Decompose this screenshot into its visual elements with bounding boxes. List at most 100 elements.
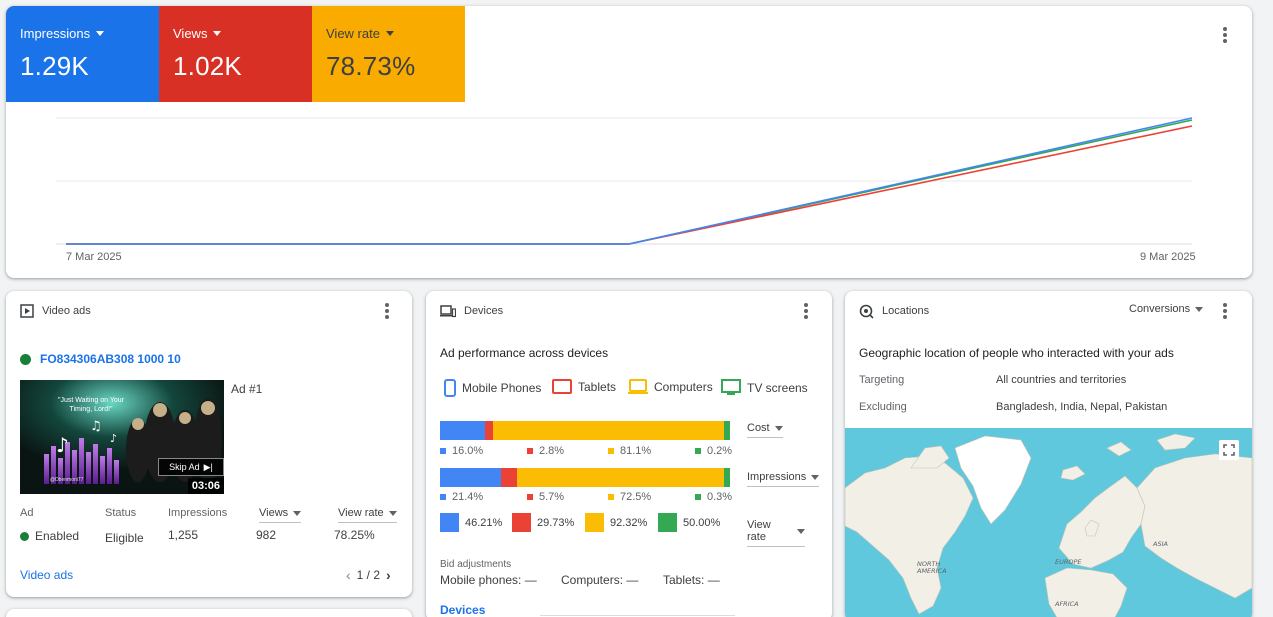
vr-tv-value: 50.00%	[683, 516, 721, 529]
mobile-phone-icon	[444, 379, 456, 397]
caret-down-icon	[96, 31, 105, 36]
ad-number: Ad #1	[231, 382, 263, 396]
tv-swatch	[695, 448, 701, 454]
view-rate-metric-dropdown[interactable]: View rate	[747, 519, 805, 547]
metric-tab-impressions[interactable]: Impressions 1.29K	[6, 6, 159, 102]
svg-text:♫: ♫	[90, 419, 102, 434]
computer-swatch	[608, 448, 614, 454]
locations-metric-dropdown[interactable]: Conversions	[1129, 303, 1204, 318]
legend-label: Tablets	[578, 379, 617, 394]
caret-down-icon	[385, 31, 394, 36]
bar-segment-tv	[723, 421, 730, 440]
metric-label: Views	[173, 26, 208, 41]
devices-footer-link[interactable]: Devices	[440, 603, 486, 617]
dropdown-label: Cost	[747, 422, 770, 434]
more-options-icon[interactable]	[804, 303, 808, 319]
tablet-swatch	[527, 494, 533, 500]
bid-mobile-phones: Mobile phones: —	[440, 573, 537, 587]
enabled-dot-icon	[20, 353, 31, 365]
bar-segment-computer	[517, 468, 724, 487]
devices-icon	[440, 305, 456, 318]
thumbnail-caption: "Just Waiting on Your Timing, Lord!"	[57, 397, 125, 413]
column-header-views[interactable]: Views	[259, 507, 302, 523]
caret-down-icon	[388, 510, 397, 516]
campaign-link[interactable]: FO834306AB308 1000 10	[40, 352, 181, 366]
tablet-icon	[552, 379, 572, 394]
bar-segment-computer	[493, 421, 724, 440]
cost-share-bar	[440, 421, 730, 440]
mobile-swatch	[440, 448, 446, 454]
view-rate-cell: 78.25%	[334, 528, 375, 542]
series-line-views	[66, 125, 1193, 245]
x-axis-start-label: 7 Mar 2025	[66, 251, 122, 263]
x-axis-end-label: 9 Mar 2025	[1140, 251, 1196, 263]
impr-tablet-value: 5.7%	[539, 491, 565, 503]
fullscreen-icon	[1223, 444, 1235, 456]
dropdown-label: View rate	[747, 519, 771, 543]
tablet-swatch	[512, 513, 531, 532]
cost-metric-dropdown[interactable]: Cost	[747, 422, 783, 438]
more-options-icon[interactable]	[1223, 303, 1227, 319]
impr-mobile-value: 21.4%	[452, 491, 484, 503]
targeting-value: All countries and territories	[996, 374, 1127, 386]
column-header-status: Status	[105, 507, 137, 519]
vr-computer-value: 92.32%	[610, 516, 648, 529]
tablet-swatch	[527, 448, 533, 454]
world-map-graphic: NORTH AMERICA EUROPE ASIA AFRICA	[845, 433, 1252, 617]
series-line-impressions	[66, 117, 1193, 245]
skip-next-icon: ▶|	[203, 461, 213, 472]
world-map[interactable]: NORTH AMERICA EUROPE ASIA AFRICA	[845, 428, 1252, 617]
cost-tablet-value: 2.8%	[539, 445, 565, 457]
more-options-icon[interactable]	[1223, 27, 1227, 43]
video-duration: 03:06	[187, 478, 224, 494]
skip-ad-button: Skip Ad ▶|	[158, 458, 224, 476]
map-label-africa: AFRICA	[1054, 600, 1079, 608]
metric-value: 78.73%	[326, 51, 416, 81]
views-cell: 982	[256, 528, 277, 542]
impressions-metric-dropdown[interactable]: Impressions	[747, 471, 820, 487]
card-title: Locations	[882, 305, 930, 317]
dropdown-label: Conversions	[1129, 303, 1191, 315]
targeting-label: Targeting	[859, 374, 905, 386]
metric-tab-view-rate[interactable]: View rate 78.73%	[312, 6, 465, 102]
card-header: Locations	[845, 291, 1252, 331]
caret-down-icon	[797, 528, 805, 534]
legend-label: Mobile Phones	[462, 381, 542, 395]
computer-icon	[628, 379, 648, 394]
chevron-left-icon[interactable]: ‹	[346, 567, 351, 583]
devices-subtitle: Ad performance across devices	[440, 346, 609, 360]
performance-card: Impressions 1.29K Views 1.02K View rate …	[6, 6, 1252, 278]
bar-segment-tablet	[485, 421, 494, 440]
legend-tv-screens: TV screens	[721, 379, 808, 396]
caret-down-icon	[293, 510, 302, 516]
thumbnail-handle: @Dbenmoni77	[50, 477, 84, 483]
card-header: Video ads	[6, 291, 412, 331]
column-header-view-rate[interactable]: View rate	[338, 507, 397, 523]
video-ad-icon	[20, 304, 34, 318]
impr-tv-value: 0.3%	[707, 491, 733, 503]
campaign-row[interactable]: FO834306AB308 1000 10	[20, 352, 181, 366]
video-thumbnail[interactable]: ♪ ♫ ♪ "Just Waiting on Your Timing, Lord!"…	[20, 380, 224, 494]
cost-computer-value: 81.1%	[620, 445, 652, 457]
location-search-icon	[859, 304, 874, 319]
series-line-view-rate	[66, 119, 1193, 245]
column-header-label: Views	[259, 507, 289, 519]
metric-value: 1.02K	[173, 51, 242, 81]
fullscreen-button[interactable]	[1219, 440, 1239, 460]
devices-card: Devices Ad performance across devices Mo…	[426, 291, 832, 617]
chevron-right-icon[interactable]: ›	[386, 567, 391, 583]
caret-down-icon	[811, 474, 820, 480]
video-ads-footer-link[interactable]: Video ads	[20, 568, 74, 582]
column-header-impressions: Impressions	[168, 507, 228, 519]
excluding-value: Bangladesh, India, Nepal, Pakistan	[996, 401, 1168, 413]
status-cell: Eligible	[105, 531, 144, 545]
caret-down-icon	[774, 425, 783, 431]
enabled-dot-icon	[20, 531, 29, 541]
impressions-cell: 1,255	[168, 528, 199, 542]
tv-screen-icon	[721, 379, 741, 395]
metric-tab-views[interactable]: Views 1.02K	[159, 6, 312, 102]
legend-tablets: Tablets	[552, 379, 616, 394]
metric-label: Impressions	[20, 26, 91, 41]
more-options-icon[interactable]	[385, 303, 389, 319]
caret-down-icon	[1195, 306, 1204, 312]
